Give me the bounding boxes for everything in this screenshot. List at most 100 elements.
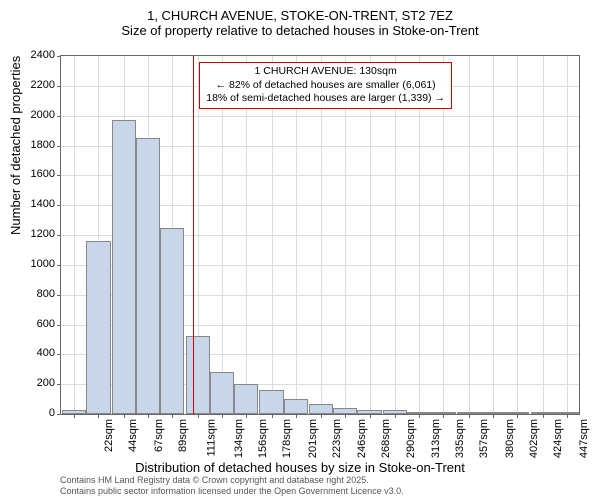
grid-line — [543, 56, 544, 414]
xtick-label: 156sqm — [257, 419, 269, 458]
grid-line — [370, 56, 371, 414]
grid-line — [469, 56, 470, 414]
xtick-label: 22sqm — [103, 419, 115, 452]
xtick-mark — [148, 414, 149, 418]
histogram-bar — [555, 412, 579, 414]
grid-line — [321, 56, 322, 414]
xtick-mark — [370, 414, 371, 418]
ytick-label: 200 — [15, 377, 55, 389]
xtick-label: 290sqm — [405, 419, 417, 458]
ytick-label: 1400 — [15, 198, 55, 210]
xtick-label: 89sqm — [177, 419, 189, 452]
ytick-mark — [57, 325, 61, 326]
xtick-mark — [493, 414, 494, 418]
histogram-bar — [284, 399, 308, 414]
ytick-mark — [57, 56, 61, 57]
ytick-mark — [57, 116, 61, 117]
xtick-label: 111sqm — [206, 419, 218, 457]
histogram-bar — [259, 390, 283, 414]
grid-line — [493, 56, 494, 414]
ytick-label: 1000 — [15, 258, 55, 270]
x-axis-label: Distribution of detached houses by size … — [0, 460, 600, 475]
grid-line — [272, 56, 273, 414]
annotation-line-1: 1 CHURCH AVENUE: 130sqm — [206, 65, 445, 79]
ytick-label: 800 — [15, 288, 55, 300]
xtick-mark — [543, 414, 544, 418]
histogram-bar — [210, 372, 234, 414]
xtick-mark — [443, 414, 444, 418]
xtick-mark — [198, 414, 199, 418]
ytick-mark — [57, 146, 61, 147]
xtick-mark — [172, 414, 173, 418]
xtick-label: 67sqm — [153, 419, 165, 452]
xtick-mark — [517, 414, 518, 418]
grid-line — [395, 56, 396, 414]
histogram-bar — [112, 120, 136, 414]
ytick-mark — [57, 205, 61, 206]
grid-line — [296, 56, 297, 414]
xtick-label: 380sqm — [504, 419, 516, 458]
ytick-mark — [57, 414, 61, 415]
histogram-bar — [234, 384, 258, 414]
ytick-label: 1200 — [15, 228, 55, 240]
histogram-bar — [333, 408, 357, 414]
xtick-mark — [124, 414, 125, 418]
grid-line — [567, 56, 568, 414]
footer-attribution: Contains HM Land Registry data © Crown c… — [60, 475, 404, 497]
histogram-bar — [136, 138, 160, 414]
xtick-label: 178sqm — [281, 419, 293, 458]
xtick-mark — [395, 414, 396, 418]
histogram-bar — [186, 336, 210, 414]
ytick-mark — [57, 295, 61, 296]
grid-line — [517, 56, 518, 414]
xtick-mark — [345, 414, 346, 418]
grid-line — [443, 56, 444, 414]
ytick-mark — [57, 175, 61, 176]
histogram-bar — [407, 412, 431, 414]
xtick-mark — [74, 414, 75, 418]
annotation-line-2: ← 82% of detached houses are smaller (6,… — [206, 79, 445, 93]
xtick-label: 402sqm — [528, 419, 540, 458]
grid-line — [74, 56, 75, 414]
xtick-label: 268sqm — [380, 419, 392, 458]
xtick-label: 447sqm — [578, 419, 590, 458]
ytick-mark — [57, 354, 61, 355]
chart-subtitle: Size of property relative to detached ho… — [0, 23, 600, 38]
ytick-mark — [57, 235, 61, 236]
marker-line — [193, 56, 194, 414]
histogram-bar — [531, 412, 555, 414]
footer-line-2: Contains public sector information licen… — [60, 486, 404, 497]
xtick-mark — [469, 414, 470, 418]
xtick-label: 134sqm — [233, 419, 245, 458]
xtick-label: 44sqm — [128, 419, 140, 452]
histogram-bar — [457, 412, 481, 414]
xtick-mark — [246, 414, 247, 418]
histogram-bar — [62, 410, 86, 414]
xtick-label: 313sqm — [430, 419, 442, 458]
xtick-label: 223sqm — [331, 419, 343, 458]
ytick-mark — [57, 384, 61, 385]
ytick-label: 0 — [15, 407, 55, 419]
grid-line — [345, 56, 346, 414]
ytick-label: 400 — [15, 347, 55, 359]
footer-line-1: Contains HM Land Registry data © Crown c… — [60, 475, 404, 486]
chart-container: 1, CHURCH AVENUE, STOKE-ON-TRENT, ST2 7E… — [0, 0, 600, 500]
grid-line — [419, 56, 420, 414]
ytick-mark — [57, 265, 61, 266]
grid-line — [222, 56, 223, 414]
xtick-label: 201sqm — [307, 419, 319, 458]
ytick-label: 1800 — [15, 139, 55, 151]
histogram-bar — [357, 410, 381, 414]
ytick-label: 1600 — [15, 168, 55, 180]
xtick-mark — [296, 414, 297, 418]
ytick-label: 600 — [15, 318, 55, 330]
histogram-bar — [160, 228, 184, 414]
title-block: 1, CHURCH AVENUE, STOKE-ON-TRENT, ST2 7E… — [0, 0, 600, 38]
histogram-bar — [505, 412, 529, 414]
plot-area: 1 CHURCH AVENUE: 130sqm ← 82% of detache… — [60, 55, 580, 415]
ytick-label: 2400 — [15, 49, 55, 61]
xtick-label: 246sqm — [356, 419, 368, 458]
xtick-mark — [567, 414, 568, 418]
chart-title: 1, CHURCH AVENUE, STOKE-ON-TRENT, ST2 7E… — [0, 8, 600, 23]
grid-line — [61, 116, 579, 117]
